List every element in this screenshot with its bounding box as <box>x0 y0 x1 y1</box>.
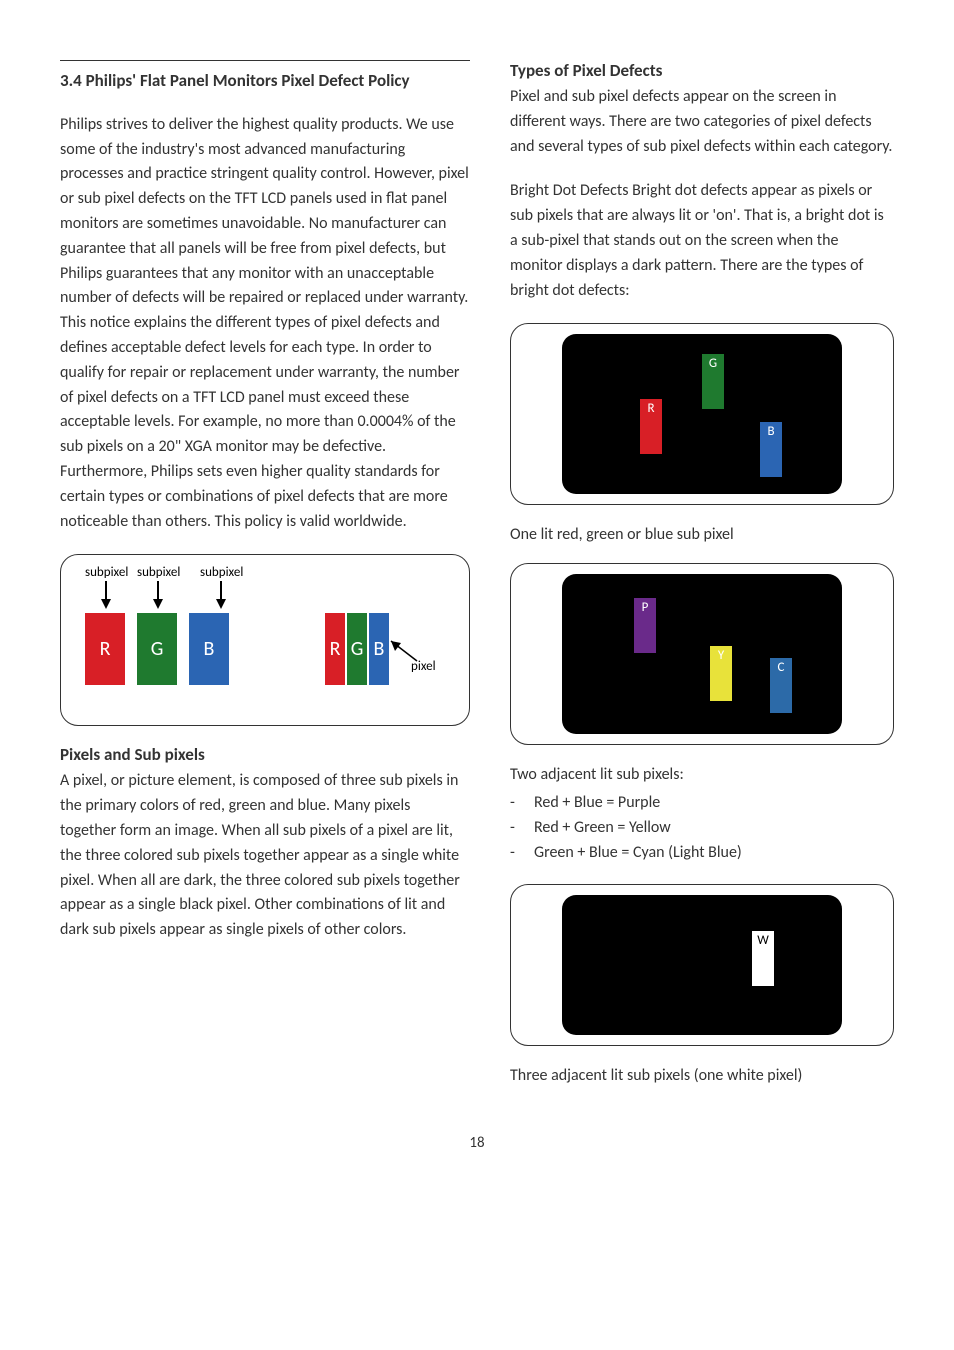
arrow-icon <box>101 599 111 609</box>
pixel-g-bar: G <box>347 613 367 685</box>
arrow-stem <box>157 581 159 599</box>
list-item: Red + Blue = Purple <box>510 791 894 816</box>
caption-one-lit: One lit red, green or blue sub pixel <box>510 523 894 547</box>
subpixel-bar: G <box>702 354 724 409</box>
subpixel-bar: C <box>770 658 792 713</box>
subpixel-b-bar: B <box>189 613 229 685</box>
pixel-r-bar: R <box>325 613 345 685</box>
left-column: 3.4 Philips' Flat Panel Monitors Pixel D… <box>60 60 470 1104</box>
black-panel: W <box>562 895 842 1035</box>
pixels-paragraph: A pixel, or picture element, is composed… <box>60 769 470 943</box>
arrow-icon <box>216 599 226 609</box>
caption-two-adjacent: Two adjacent lit sub pixels: <box>510 763 894 787</box>
subpixel-g-bar: G <box>137 613 177 685</box>
adjacent-lit-diagram: PYC <box>510 563 894 745</box>
arrow-icon <box>153 599 163 609</box>
subpixel-r-bar: R <box>85 613 125 685</box>
types-para2: Bright Dot Defects Bright dot defects ap… <box>510 179 894 303</box>
types-para1: Pixel and sub pixel defects appear on th… <box>510 85 894 159</box>
pixels-subheading: Pixels and Sub pixels <box>60 744 470 765</box>
black-panel: GR B <box>562 334 842 494</box>
types-heading: Types of Pixel Defects <box>510 60 894 81</box>
subpixel-bar: R <box>640 399 662 454</box>
subpixel-label-2: subpixel <box>137 565 180 580</box>
right-column: Types of Pixel Defects Pixel and sub pix… <box>510 60 894 1104</box>
arrow-stem <box>220 581 222 599</box>
caption-three-adjacent: Three adjacent lit sub pixels (one white… <box>510 1064 894 1088</box>
list-item: Green + Blue = Cyan (Light Blue) <box>510 841 894 866</box>
section-rule <box>60 60 470 61</box>
section-title: 3.4 Philips' Flat Panel Monitors Pixel D… <box>60 69 470 93</box>
list-item: Red + Green = Yellow <box>510 816 894 841</box>
subpixel-label-3: subpixel <box>200 565 243 580</box>
subpixel-diagram: subpixel subpixel subpixel R G B R G B <box>60 554 470 726</box>
pixel-label: pixel <box>411 659 436 674</box>
subpixel-bar: B <box>760 422 782 477</box>
subpixel-label-1: subpixel <box>85 565 128 580</box>
subpixel-bar: W <box>752 931 774 986</box>
subpixel-bar: Y <box>710 646 732 701</box>
color-combo-list: Red + Blue = Purple Red + Green = Yellow… <box>510 791 894 865</box>
arrow-stem <box>105 581 107 599</box>
page-number: 18 <box>60 1134 894 1152</box>
bright-dot-rgb-diagram: GR B <box>510 323 894 505</box>
intro-paragraph: Philips strives to deliver the highest q… <box>60 113 470 535</box>
pixel-b-bar: B <box>369 613 389 685</box>
subpixel-bar: P <box>634 598 656 653</box>
black-panel: PYC <box>562 574 842 734</box>
white-pixel-diagram: W <box>510 884 894 1046</box>
